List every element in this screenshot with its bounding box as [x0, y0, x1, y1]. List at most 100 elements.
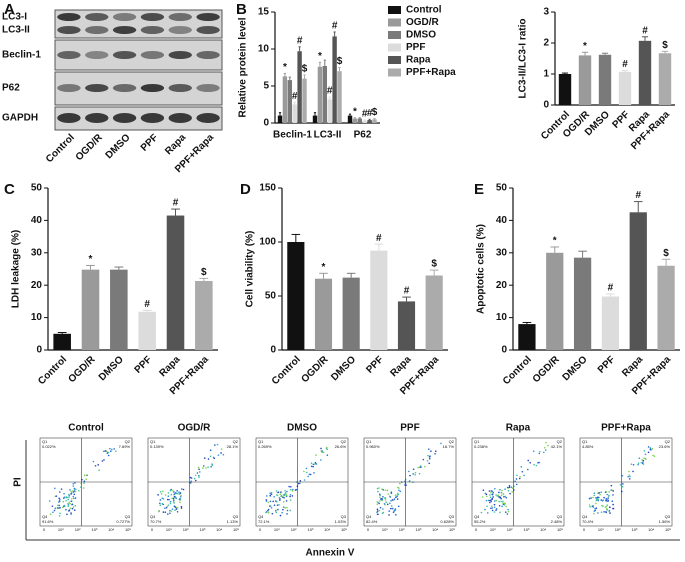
cell-dot: [521, 470, 524, 473]
bar: [110, 269, 128, 350]
cell-dot: [291, 488, 294, 491]
legend-swatch: [388, 18, 401, 27]
cell-dot: [440, 442, 442, 445]
cell-dot: [392, 511, 395, 514]
bar: [638, 40, 652, 105]
cell-dot: [495, 508, 498, 510]
significance-marker: $: [302, 64, 308, 75]
cell-dot: [504, 495, 507, 498]
x-tick-label: DMSO: [561, 354, 590, 383]
flow-title: DMSO: [287, 423, 317, 434]
cell-dot: [417, 466, 419, 469]
cell-dot: [109, 447, 111, 450]
cell-dot: [303, 470, 305, 473]
cell-dot: [299, 480, 302, 482]
cell-dot: [289, 499, 292, 501]
cell-dot: [166, 505, 169, 508]
cell-dot: [484, 508, 486, 511]
cell-dot: [277, 508, 279, 511]
cell-dot: [612, 494, 614, 496]
flow-title: Control: [68, 423, 104, 434]
x-tick-label: PPF: [364, 354, 386, 376]
quadrant-name: Q1: [42, 439, 48, 444]
blot-frame: [54, 71, 223, 106]
y-tick-label: 40: [31, 215, 43, 226]
blot-band: [57, 51, 81, 59]
cell-dot: [493, 511, 496, 513]
cell-dot: [612, 490, 615, 492]
cell-dot: [107, 454, 110, 457]
cell-dot: [174, 506, 177, 508]
significance-marker: *: [283, 62, 287, 73]
blot-band: [140, 13, 165, 21]
cell-dot: [535, 464, 538, 467]
cell-dot: [596, 496, 599, 499]
cell-dot: [265, 495, 268, 497]
cell-dot: [594, 507, 596, 510]
cell-dot: [508, 486, 511, 489]
cell-dot: [173, 493, 176, 495]
cell-dot: [610, 484, 613, 487]
cell-dot: [408, 470, 410, 473]
cell-dot: [274, 510, 277, 512]
cell-dot: [589, 506, 591, 508]
cell-dot: [612, 507, 614, 510]
cell-dot: [387, 493, 390, 495]
cell-dot: [169, 512, 171, 514]
cell-dot: [270, 493, 273, 495]
blot-band: [57, 113, 81, 123]
cell-dot: [547, 444, 549, 447]
cell-dot: [179, 497, 181, 500]
cell-dot: [485, 495, 488, 498]
cell-dot: [278, 499, 281, 501]
cell-dot: [394, 508, 397, 511]
cell-dot: [378, 509, 381, 512]
cell-dot: [595, 502, 597, 505]
cell-dot: [397, 493, 400, 496]
cell-dot: [506, 513, 509, 515]
significance-marker: *: [89, 254, 93, 265]
cell-dot: [282, 495, 284, 498]
cell-dot: [638, 457, 641, 459]
cell-dot: [222, 453, 225, 456]
cell-dot: [176, 492, 179, 495]
cell-dot: [197, 466, 200, 469]
y-tick-label: 0: [263, 118, 269, 129]
y-tick-label: 50: [496, 183, 508, 194]
cell-dot: [497, 494, 500, 497]
cell-dot: [175, 492, 178, 494]
flow-title: OGD/R: [178, 423, 212, 434]
cell-dot: [70, 490, 72, 493]
quadrant-name: Q1: [366, 439, 372, 444]
quadrant-name: Q1: [582, 439, 588, 444]
cell-dot: [190, 480, 193, 483]
cell-dot: [642, 463, 645, 465]
cell-dot: [428, 457, 431, 460]
cell-dot: [600, 499, 603, 501]
legend-label: PPF+Rapa: [406, 67, 456, 78]
cell-dot: [280, 495, 283, 497]
cell-dot: [198, 468, 200, 471]
cell-dot: [286, 509, 289, 512]
cell-dot: [599, 493, 601, 496]
cell-dot: [486, 512, 489, 514]
cell-dot: [160, 492, 163, 495]
cell-dot: [649, 446, 652, 449]
y-tick-label: 3: [543, 7, 549, 18]
quadrant-name: Q4: [150, 514, 156, 519]
cell-dot: [164, 494, 167, 496]
cell-dot: [69, 502, 71, 505]
quadrant-value: 2.48%: [551, 519, 563, 524]
bar: [282, 76, 288, 123]
significance-marker: #: [332, 21, 338, 32]
cell-dot: [593, 512, 595, 515]
cell-dot: [69, 489, 71, 491]
cell-dot: [157, 494, 159, 496]
cell-dot: [393, 510, 395, 512]
bar: [302, 78, 307, 123]
cell-dot: [507, 489, 510, 492]
cell-dot: [427, 448, 430, 450]
cell-dot: [297, 482, 300, 485]
cell-dot: [172, 499, 175, 502]
cell-dot: [173, 491, 175, 493]
